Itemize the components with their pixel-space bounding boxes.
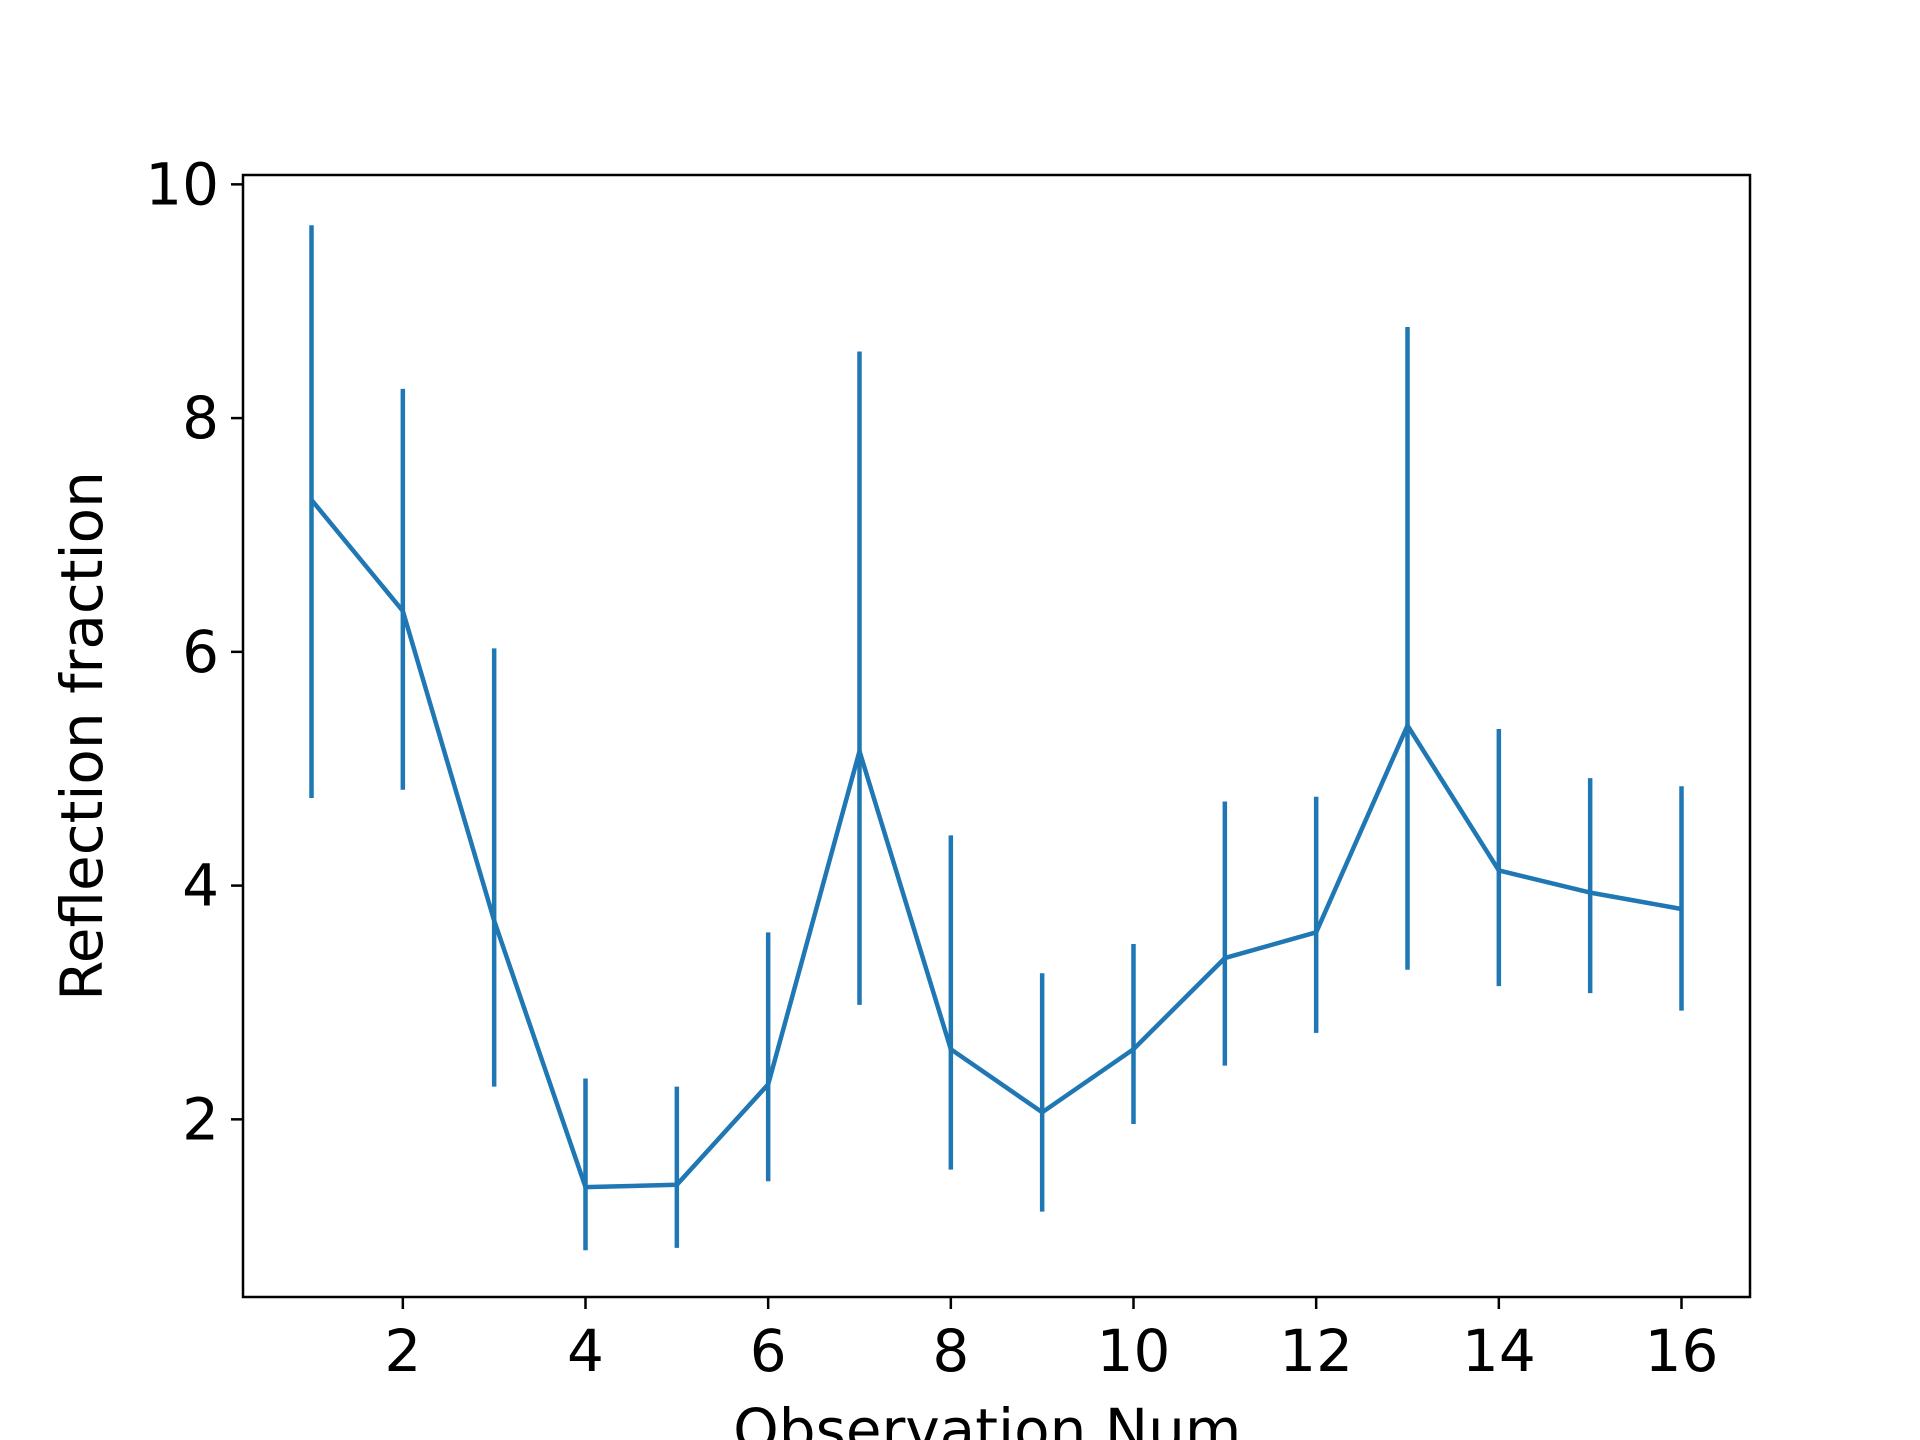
- x-tick-label: 14: [1462, 1317, 1536, 1385]
- data-point: [857, 749, 862, 754]
- plot-frame: [241, 173, 1752, 1299]
- data-point: [309, 497, 314, 502]
- axes: 2 4 6 8 10 12 14 16 2 4 6 8 10: [145, 150, 1718, 1385]
- x-tick-label: 2: [384, 1317, 421, 1385]
- data-point: [1405, 723, 1410, 728]
- data-point: [948, 1047, 953, 1052]
- plot-marks: [309, 225, 1684, 1251]
- y-tick-label: 2: [182, 1085, 219, 1153]
- data-point: [1314, 930, 1319, 935]
- x-tick-label: 16: [1645, 1317, 1719, 1385]
- data-point: [492, 918, 497, 923]
- data-point: [583, 1185, 588, 1190]
- y-axis-label: Reflection fraction: [48, 471, 116, 1001]
- x-tick-label: 4: [567, 1317, 604, 1385]
- data-point: [1222, 956, 1227, 961]
- data-point: [674, 1182, 679, 1187]
- y-tick-label: 8: [182, 384, 219, 452]
- x-tick-label: 10: [1097, 1317, 1171, 1385]
- x-axis-label: Observation Num.: [733, 1396, 1260, 1440]
- y-tick-label: 6: [182, 618, 219, 686]
- x-tick-label: 6: [750, 1317, 787, 1385]
- data-point: [1496, 868, 1501, 873]
- x-tick-label: 12: [1279, 1317, 1353, 1385]
- series-line: [309, 498, 1682, 1190]
- data-point: [1040, 1110, 1045, 1115]
- data-point: [400, 608, 405, 613]
- data-point: [1131, 1047, 1136, 1052]
- data-point: [1679, 906, 1684, 911]
- data-point: [1588, 890, 1593, 895]
- y-tick-label: 10: [145, 150, 219, 218]
- y-tick-label: 4: [182, 852, 219, 920]
- x-tick-label: 8: [932, 1317, 969, 1385]
- data-point: [766, 1082, 771, 1087]
